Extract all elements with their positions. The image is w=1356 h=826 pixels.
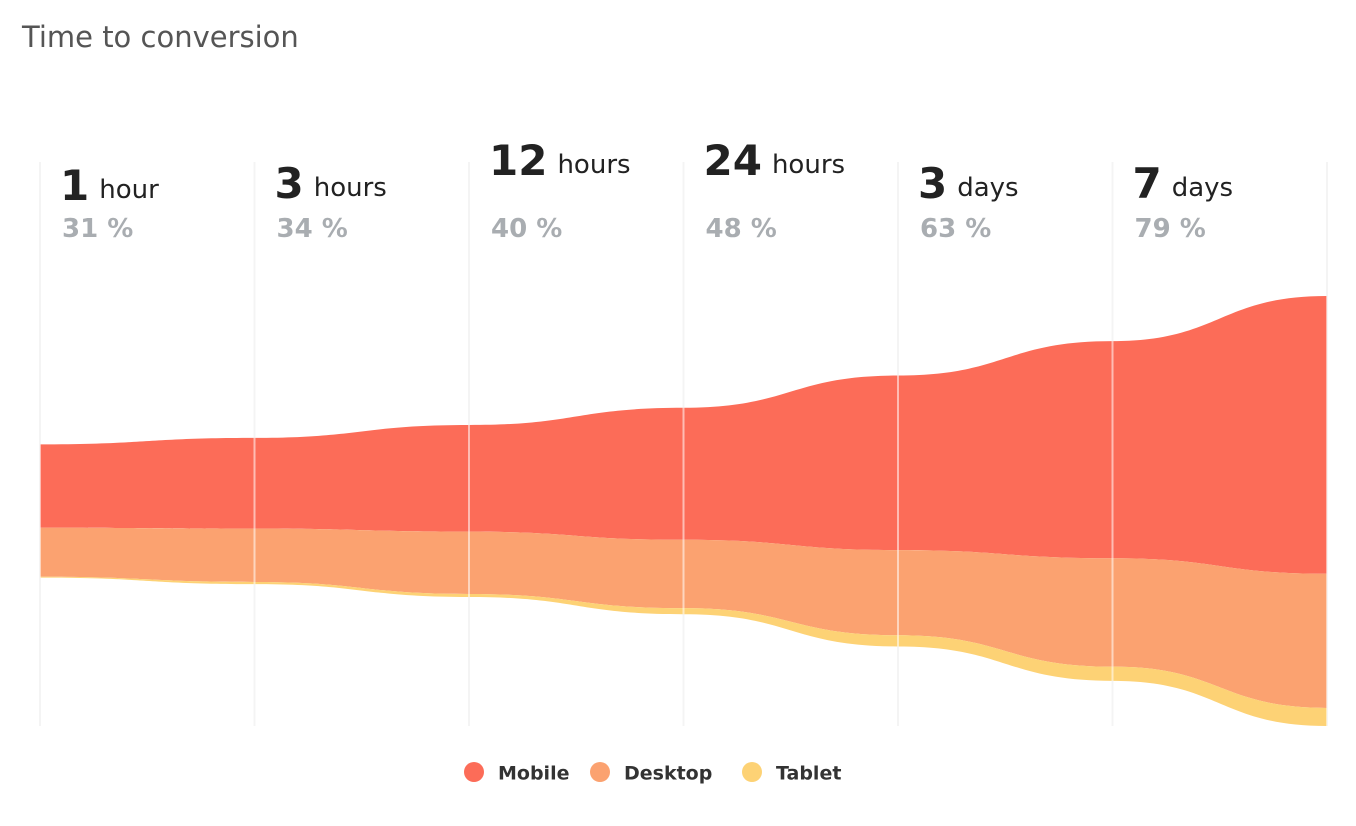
- column-unit: hours: [772, 150, 845, 180]
- column-rate: 63 %: [920, 214, 991, 244]
- column-value: 7: [1133, 159, 1162, 208]
- column-value: 3: [275, 159, 304, 208]
- column-rate: 31 %: [62, 214, 133, 244]
- column-value: 24: [704, 136, 762, 185]
- legend-swatch: [464, 762, 484, 782]
- column-rate: 79 %: [1135, 214, 1206, 244]
- column-rate: 40 %: [491, 214, 562, 244]
- chart-title: Time to conversion: [21, 20, 299, 54]
- legend-swatch: [742, 762, 762, 782]
- column-rate: 48 %: [706, 214, 777, 244]
- column-value: 12: [489, 136, 547, 185]
- column-unit: days: [1172, 173, 1233, 203]
- column-rate: 34 %: [277, 214, 348, 244]
- column-value: 3: [918, 159, 947, 208]
- legend-label: Mobile: [498, 763, 569, 785]
- column-value: 1: [60, 161, 89, 210]
- column-unit: hours: [557, 150, 630, 180]
- stream-area: [40, 527, 1327, 708]
- column-unit: hour: [99, 175, 159, 205]
- legend-label: Tablet: [776, 763, 841, 785]
- legend-swatch: [590, 762, 610, 782]
- column-unit: hours: [314, 173, 387, 203]
- column-unit: days: [957, 173, 1018, 203]
- legend-label: Desktop: [624, 763, 712, 785]
